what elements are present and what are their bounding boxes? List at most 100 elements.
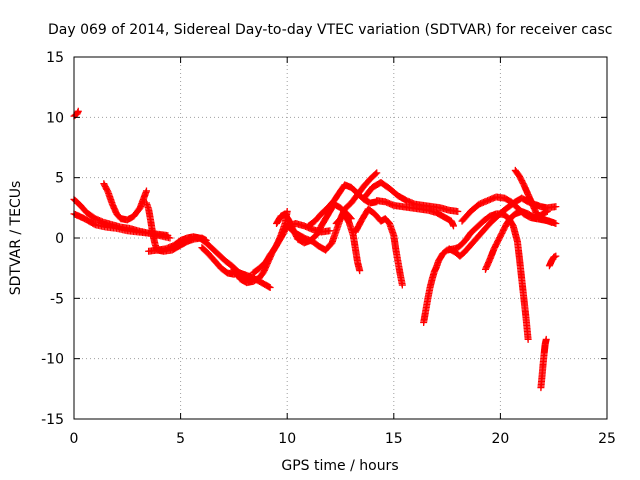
y-tick-label: 15 [46,50,64,66]
y-axis-tick-labels: -15 -10 -5 0 5 10 15 [41,50,64,428]
track-markers [538,208,550,218]
series-track-01 [70,107,82,120]
x-tick-label: 25 [598,431,616,447]
track-markers [390,233,400,253]
x-axis-tick-labels: 0 5 10 15 20 25 [70,431,616,447]
track-markers [395,192,409,204]
track-markers [502,195,514,205]
track-markers [84,210,98,222]
track-markers [101,181,111,195]
track-markers [293,230,307,241]
track-markers [322,240,335,253]
track-markers [455,241,465,251]
track-markers [508,211,518,221]
track-markers [522,315,532,342]
track-markers [275,232,286,244]
y-tick-label: 0 [55,231,64,247]
data-point [398,281,406,289]
track-markers [459,209,474,224]
track-markers [448,218,457,229]
track-markers [468,224,480,236]
track-markers [271,239,282,252]
track-markers [263,252,273,265]
track-markers [222,258,235,269]
track-markers [263,282,273,291]
track-markers [71,111,80,119]
track-markers [250,275,262,285]
track-markers [378,179,392,192]
track-markers [387,186,401,199]
track-markers [510,223,521,244]
track-markers [333,216,344,227]
y-tick-label: -5 [50,291,64,307]
y-tick-label: -10 [41,352,64,368]
track-markers [131,205,143,219]
data-point [142,187,150,195]
x-tick-label: 5 [176,431,185,447]
track-markers [516,257,526,282]
track-markers [440,247,450,257]
track-markers [516,174,527,187]
track-markers [367,170,380,182]
data-point [552,203,560,211]
track-markers [487,214,499,227]
series-track-23 [545,252,560,270]
track-markers [77,202,90,216]
track-markers [210,246,222,258]
data-point [548,218,556,226]
series-track-22 [537,335,550,392]
track-markers [453,249,463,259]
track-markers [310,238,322,250]
track-markers [212,258,224,271]
track-markers [71,196,83,208]
track-markers [137,188,150,210]
track-markers [197,235,209,246]
track-markers [318,205,331,217]
data-point [524,335,532,343]
track-markers [216,252,228,264]
track-markers [519,195,531,205]
track-markers [178,238,190,249]
track-markers [361,176,373,189]
data-point [74,107,82,115]
series-track-17 [420,210,532,343]
y-tick-label: -15 [41,412,64,428]
series-track-15 [360,178,462,215]
y-tick-label: 10 [46,110,64,126]
track-markers [273,213,284,226]
track-markers [331,201,343,211]
track-markers [480,213,493,224]
track-markers [467,235,480,248]
track-markers [434,209,448,221]
track-markers [325,198,337,211]
data-point [552,220,560,228]
track-markers [199,245,211,257]
track-markers [331,188,344,203]
track-markers [284,223,299,236]
track-markers [203,240,216,252]
track-markers [361,185,376,201]
track-markers [318,216,329,229]
data-point [373,169,381,177]
track-markers [459,236,469,247]
x-tick-label: 10 [278,431,296,447]
data-point [454,207,462,215]
track-markers [538,215,548,223]
track-markers [341,212,352,225]
track-markers [322,209,333,221]
data-point [449,222,457,230]
data-point [552,252,560,260]
series-track-03 [70,195,174,242]
track-markers [256,269,267,281]
data-points [70,107,560,392]
track-markers [502,212,512,222]
track-markers [306,218,318,229]
track-markers [365,206,378,217]
track-markers [508,199,520,211]
chart-title: Day 069 of 2014, Sidereal Day-to-day VTE… [48,22,612,38]
track-markers [257,259,269,271]
track-markers [468,201,482,214]
axis-ticks [73,56,608,420]
series-track-16 [373,197,457,230]
track-markers [480,221,493,234]
